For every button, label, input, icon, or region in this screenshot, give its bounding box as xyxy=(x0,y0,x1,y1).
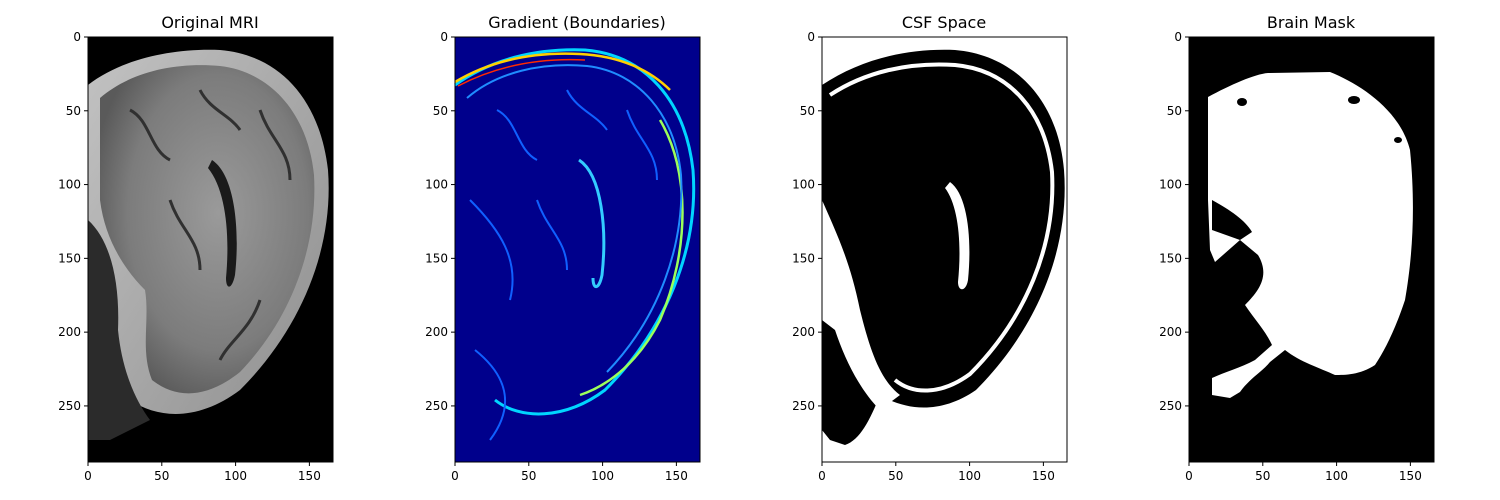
y-tick-label: 200 xyxy=(425,325,448,339)
y-tick-label: 150 xyxy=(792,251,815,265)
x-tick-label: 150 xyxy=(298,469,321,483)
y-tick-label: 150 xyxy=(1159,251,1182,265)
y-tick-label: 50 xyxy=(1167,104,1182,118)
axes-2: 0 50 100 150 0 50 100 150 200 250 xyxy=(792,30,1068,483)
axes-frame xyxy=(821,36,1068,463)
csf-image xyxy=(822,49,1065,446)
panel-title: Original MRI xyxy=(161,13,258,32)
y-tick-label: 150 xyxy=(58,251,81,265)
panel-title: Brain Mask xyxy=(1267,13,1356,32)
image-frame xyxy=(455,37,700,462)
panel-brain-mask: Brain Mask xyxy=(1189,13,1434,462)
y-tick-label: 250 xyxy=(425,399,448,413)
panel-gradient: Gradient (Boundaries) xyxy=(454,13,700,462)
axes-1: 0 50 100 150 0 50 100 150 200 250 xyxy=(425,30,701,483)
axes-layer: 0 50 100 150 0 50 100 150 200 250 0 50 100 150 0 50 100 1… xyxy=(58,30,1435,483)
x-tick-label: 100 xyxy=(224,469,247,483)
csf-lower-left xyxy=(822,200,900,410)
x-tick-label: 100 xyxy=(591,469,614,483)
gradient-image xyxy=(454,48,696,441)
x-tick-label: 0 xyxy=(1185,469,1193,483)
y-tick-label: 100 xyxy=(1159,178,1182,192)
ventricle xyxy=(208,160,237,287)
panel-title: Gradient (Boundaries) xyxy=(488,13,665,32)
mask-hole xyxy=(1237,98,1247,106)
outer-boundary xyxy=(454,48,696,416)
y-tick-label: 0 xyxy=(1174,30,1182,44)
axes-3: 0 50 100 150 0 50 100 150 200 250 xyxy=(1159,30,1435,483)
y-tick-label: 150 xyxy=(425,251,448,265)
y-tick-label: 250 xyxy=(1159,399,1182,413)
axes-0: 0 50 100 150 0 50 100 150 200 250 xyxy=(58,30,334,483)
brain-tissue xyxy=(100,65,315,394)
mri-image xyxy=(88,49,329,441)
skull-base xyxy=(88,220,150,440)
brain-edge xyxy=(466,64,683,373)
brain-mask-region xyxy=(1208,72,1413,398)
ventricle-edge xyxy=(578,158,606,289)
y-tick-label: 200 xyxy=(1159,325,1182,339)
x-tick-label: 100 xyxy=(1325,469,1348,483)
x-tick-label: 50 xyxy=(1255,469,1270,483)
x-tick-label: 100 xyxy=(958,469,981,483)
y-tick-label: 50 xyxy=(800,104,815,118)
x-tick-label: 0 xyxy=(84,469,92,483)
y-tick-label: 0 xyxy=(440,30,448,44)
y-tick-label: 250 xyxy=(58,399,81,413)
brain-dark-region xyxy=(838,75,1042,379)
y-tick-label: 100 xyxy=(425,178,448,192)
skull-edge xyxy=(454,52,671,91)
axes-frame xyxy=(1188,36,1435,463)
csf-ring xyxy=(828,62,1055,393)
x-tick-label: 0 xyxy=(818,469,826,483)
axes-frame xyxy=(87,36,334,463)
y-tick-label: 100 xyxy=(792,178,815,192)
x-tick-label: 150 xyxy=(1032,469,1055,483)
y-tick-label: 0 xyxy=(807,30,815,44)
mask-hole xyxy=(1212,200,1252,240)
y-tick-label: 200 xyxy=(792,325,815,339)
panel-title: CSF Space xyxy=(902,13,986,32)
x-tick-label: 50 xyxy=(521,469,536,483)
y-tick-label: 100 xyxy=(58,178,81,192)
mask-hole xyxy=(1394,137,1402,143)
csf-ventricle xyxy=(945,182,970,290)
x-tick-label: 0 xyxy=(451,469,459,483)
y-tick-label: 250 xyxy=(792,399,815,413)
mask-hole xyxy=(1348,96,1360,104)
y-tick-label: 200 xyxy=(58,325,81,339)
scalp-edge xyxy=(579,119,684,397)
y-tick-label: 50 xyxy=(66,104,81,118)
skull-edge-inner xyxy=(457,58,586,87)
x-tick-label: 50 xyxy=(888,469,903,483)
inner-edges xyxy=(469,89,658,441)
panel-csf-space: CSF Space xyxy=(822,13,1067,462)
x-tick-label: 150 xyxy=(665,469,688,483)
y-tick-label: 50 xyxy=(433,104,448,118)
axes-frame xyxy=(454,36,701,463)
y-tick-label: 0 xyxy=(73,30,81,44)
x-tick-label: 50 xyxy=(154,469,169,483)
panel-original-mri: Original MRI xyxy=(88,13,333,462)
sulci xyxy=(129,89,292,361)
mask-image xyxy=(1208,72,1413,398)
x-tick-label: 150 xyxy=(1399,469,1422,483)
